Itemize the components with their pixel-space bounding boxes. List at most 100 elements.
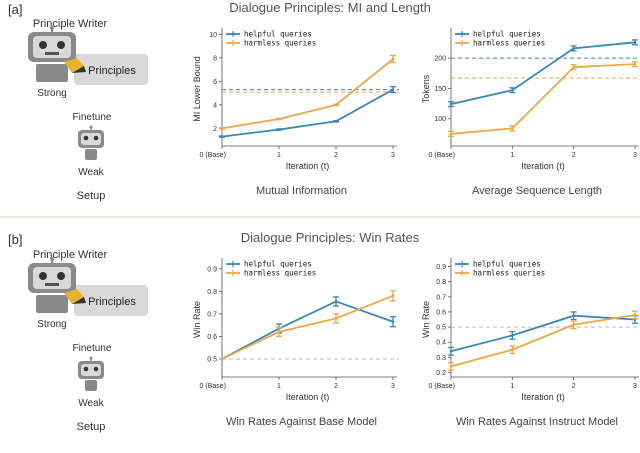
writer-label: Principle Writer [33, 249, 108, 261]
legend-label: helpful queries [473, 260, 541, 269]
series-line [450, 63, 636, 135]
data-point [391, 294, 395, 298]
data-point [449, 349, 453, 353]
series-line [450, 314, 636, 353]
x-tick-label: 3 [633, 152, 637, 159]
series-line [450, 314, 636, 368]
x-tick-label: 1 [510, 152, 514, 159]
y-tick-label: 2 [213, 126, 217, 133]
data-point [510, 88, 514, 92]
y-tick-label: 0.8 [207, 289, 217, 296]
y-tick-label: 100 [434, 116, 446, 123]
legend-label: harmless queries [473, 39, 545, 48]
y-tick-label: 0.4 [436, 340, 446, 347]
y-tick-label: 0.9 [436, 264, 446, 271]
data-point [277, 128, 281, 131]
panel-b: [b] Dialogue Principles: Win Rates Princ… [8, 230, 420, 433]
data-point [391, 88, 395, 91]
weak-robot-icon [78, 125, 104, 160]
chart-win-rates-base: 0.5 0.6 0.7 0.8 0.9 0 (Base) 1 2 3 Iteration (t) W… [192, 258, 399, 428]
chart-title: Mutual Information [256, 185, 347, 197]
panel-heading: Dialogue Principles: Win Rates [241, 230, 420, 245]
series-line [221, 58, 394, 130]
data-point [277, 117, 281, 121]
legend-label: helpful queries [244, 30, 312, 39]
chart-average-sequence-length: 100 150 200 0 (Base) 1 2 3 Iteration (t) Tokens A… [421, 28, 640, 197]
y-tick-label: 0.5 [436, 325, 446, 332]
data-point [449, 365, 453, 368]
setup-label: Setup [77, 190, 106, 202]
pencil-icon [64, 58, 86, 73]
weak-robot-icon [78, 356, 104, 391]
x-tick-label: 0 (Base) [429, 383, 455, 390]
panel-tag: [b] [8, 232, 22, 247]
legend-label: harmless queries [244, 269, 316, 278]
x-tick-label: 2 [572, 152, 576, 159]
chart-win-rates-instruct: 0.2 0.3 0.4 0.5 0.6 0.7 0.8 0.9 0 (Base) 1 2 3 Itera… [421, 258, 640, 428]
x-tick-label: 1 [277, 383, 281, 390]
y-tick-label: 4 [213, 102, 217, 109]
x-tick-label: 1 [510, 383, 514, 390]
chart-title: Win Rates Against Instruct Model [456, 416, 618, 428]
data-point [334, 119, 338, 123]
data-point [277, 330, 281, 334]
x-tick-label: 2 [334, 152, 338, 159]
x-tick-label: 2 [334, 383, 338, 390]
weak-label: Weak [78, 167, 104, 178]
data-point [220, 135, 224, 138]
finetune-label: Finetune [73, 343, 112, 354]
x-tick-label: 1 [277, 152, 281, 159]
data-point [391, 57, 395, 61]
y-tick-label: 0.2 [436, 370, 446, 377]
data-point [391, 320, 395, 324]
y-axis-label: Tokens [421, 74, 431, 103]
data-point [510, 127, 514, 130]
data-point [220, 357, 224, 361]
y-tick-label: 8 [213, 55, 217, 62]
x-tick-label: 0 (Base) [200, 152, 226, 159]
legend-label: helpful queries [244, 260, 312, 269]
data-point [510, 348, 514, 352]
y-tick-label: 0.6 [207, 334, 217, 341]
series-line [221, 294, 394, 360]
y-tick-label: 0.3 [436, 355, 446, 362]
y-axis-label: Win Rate [192, 301, 202, 338]
strong-robot-icon [28, 26, 76, 82]
y-axis-label: Win Rate [421, 301, 431, 338]
x-tick-label: 3 [391, 383, 395, 390]
data-point [633, 40, 637, 44]
data-point [334, 103, 338, 107]
y-tick-label: 150 [434, 86, 446, 93]
legend-label: harmless queries [244, 39, 316, 48]
x-axis-label: Iteration (t) [521, 392, 565, 402]
finetune-label: Finetune [73, 112, 112, 123]
chart-title: Average Sequence Length [472, 185, 602, 197]
data-point [449, 132, 453, 136]
data-point [572, 323, 576, 327]
x-tick-label: 0 (Base) [200, 383, 226, 390]
pencil-icon [64, 289, 86, 304]
x-tick-label: 3 [391, 152, 395, 159]
y-tick-label: 0.7 [207, 311, 217, 318]
data-point [572, 46, 576, 50]
x-tick-label: 2 [572, 383, 576, 390]
data-point [449, 102, 453, 106]
x-axis-label: Iteration (t) [286, 161, 330, 171]
panel-a: [a] Dialogue Principles: MI and Length P… [8, 0, 431, 202]
strong-robot-icon [28, 257, 76, 313]
data-point [633, 62, 637, 66]
legend-label: harmless queries [473, 269, 545, 278]
principles-box [74, 285, 148, 316]
y-tick-label: 200 [434, 56, 446, 63]
data-point [334, 300, 338, 303]
data-point [510, 333, 514, 337]
series-line [221, 88, 394, 138]
panel-heading: Dialogue Principles: MI and Length [229, 0, 431, 15]
chart-mutual-information: 2 4 6 8 10 0 (Base) 1 2 3 Iteration (t) MI Lower B… [192, 28, 399, 197]
data-point [633, 313, 637, 317]
y-tick-label: 0.6 [436, 309, 446, 316]
strong-label: Strong [37, 88, 66, 99]
series-line [221, 300, 394, 360]
y-tick-label: 0.8 [436, 279, 446, 286]
